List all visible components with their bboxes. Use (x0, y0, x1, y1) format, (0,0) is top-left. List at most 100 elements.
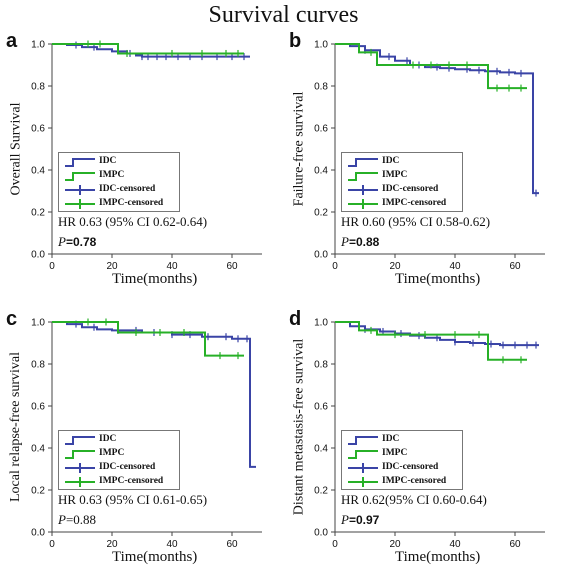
y-axis-label: Overall Survival (7, 102, 23, 196)
p-label: P (341, 234, 349, 249)
x-tick-label: 60 (226, 539, 238, 550)
legend-label: IDC (99, 434, 117, 444)
legend-swatch (65, 199, 95, 209)
legend-item: IMPC-censored (63, 197, 183, 211)
y-tick-label: 1.0 (31, 40, 45, 51)
legend-label: IMPC (382, 170, 408, 180)
legend-item: IMPC-censored (346, 197, 466, 211)
legend-item: IDC (63, 433, 183, 447)
p-value: =0.88 (65, 512, 97, 527)
p-value: =0.88 (348, 235, 380, 249)
legend-swatch (65, 463, 95, 473)
legend-swatch (65, 436, 95, 445)
x-tick-label: 40 (449, 261, 461, 272)
legend-label: IDC-censored (99, 462, 156, 472)
y-tick-label: 0.4 (314, 444, 328, 455)
legend-label: IDC-censored (382, 184, 439, 194)
legend-item: IMPC (346, 169, 466, 183)
x-tick-label: 40 (449, 539, 461, 550)
legend-label: IMPC-censored (99, 476, 164, 486)
legend-item: IMPC (63, 169, 183, 183)
x-tick-label: 20 (389, 539, 401, 550)
p-label: P (341, 512, 349, 527)
y-tick-label: 0.8 (314, 360, 328, 371)
y-tick-label: 0.8 (314, 82, 328, 93)
legend-item: IDC-censored (346, 461, 466, 475)
legend-item: IDC (346, 433, 466, 447)
p-label: P (58, 512, 66, 527)
y-tick-label: 0.0 (31, 528, 45, 539)
legend-label: IDC (382, 156, 400, 166)
p-value-text: P=0.88 (58, 512, 96, 528)
p-label: P (58, 234, 66, 249)
y-tick-label: 0.8 (31, 360, 45, 371)
y-axis-label: Local relapse-free survival (8, 351, 24, 503)
hazard-ratio-text: HR 0.62(95% CI 0.60-0.64) (341, 492, 487, 507)
plot-svg: 0.0 0.2 0.4 0.6 0.8 1.0 0 20 40 60 (314, 318, 545, 550)
legend-box: IDC IMPC IDC-censored IMPC-censored (341, 430, 463, 490)
y-tick-label: 0.2 (314, 486, 328, 497)
y-tick-label: 0.4 (31, 444, 45, 455)
y-tick-label: 1.0 (314, 318, 328, 329)
legend-swatch (348, 199, 378, 209)
legend-label: IDC-censored (99, 184, 156, 194)
legend-swatch (348, 477, 378, 487)
y-tick-label: 0.6 (31, 124, 45, 135)
legend-label: IDC (382, 434, 400, 444)
y-axis-label: Distant metastasis-free survival (290, 338, 306, 516)
series-line-idc (52, 321, 256, 468)
x-axis-label: Time(months) (395, 271, 481, 287)
x-tick-label: 60 (226, 261, 238, 272)
legend-swatch (348, 185, 378, 195)
main-title: Survival curves (208, 2, 359, 28)
legend-label: IMPC-censored (382, 198, 447, 208)
y-tick-label: 0.0 (31, 250, 45, 261)
legend-swatch (65, 158, 95, 167)
legend-swatch (348, 450, 378, 459)
x-tick-label: 60 (509, 261, 521, 272)
legend-item: IDC-censored (63, 461, 183, 475)
x-tick-label: 0 (332, 539, 338, 550)
legend-swatch (348, 172, 378, 181)
legend-item: IDC-censored (63, 183, 183, 197)
x-axis-label: Time(months) (112, 549, 198, 565)
plot-svg: 0.0 0.2 0.4 0.6 0.8 1.0 0 20 40 60 (314, 40, 545, 272)
x-axis-label: Time(months) (395, 549, 481, 565)
legend-box: IDC IMPC IDC-censored IMPC-censored (58, 430, 180, 490)
series-line-impc (52, 43, 244, 55)
legend-swatch (348, 158, 378, 167)
legend-swatch (65, 450, 95, 459)
p-value: =0.78 (65, 235, 97, 249)
legend-swatch (65, 185, 95, 195)
y-tick-label: 0.2 (314, 208, 328, 219)
legend-swatch (65, 172, 95, 181)
p-value-text: P=0.97 (341, 512, 379, 528)
legend-label: IDC-censored (382, 462, 439, 472)
legend-label: IDC (99, 156, 117, 166)
legend-box: IDC IMPC IDC-censored IMPC-censored (58, 152, 180, 212)
series-line-impc (52, 321, 244, 357)
panel-label: a (6, 30, 18, 52)
series-line-idc (52, 43, 250, 58)
survival-panel-d: d 0.0 0.2 0.4 0.6 0.8 1.0 0 20 40 60 Distant metast… (283, 308, 566, 578)
y-tick-label: 0.6 (314, 124, 328, 135)
x-tick-label: 0 (49, 539, 55, 550)
series-line-idc (335, 321, 539, 347)
p-value: =0.97 (348, 513, 380, 527)
x-tick-label: 20 (389, 261, 401, 272)
series-line-impc (335, 321, 527, 361)
legend-box: IDC IMPC IDC-censored IMPC-censored (341, 152, 463, 212)
x-tick-label: 20 (106, 539, 118, 550)
x-tick-label: 0 (49, 261, 55, 272)
legend-item: IMPC (346, 447, 466, 461)
legend-swatch (65, 477, 95, 487)
survival-panel-a: a 0.0 0.2 0.4 0.6 0.8 1.0 0 20 40 60 Overall Surviv… (0, 30, 283, 300)
p-value-text: P=0.88 (341, 234, 379, 250)
x-tick-label: 40 (166, 539, 178, 550)
y-tick-label: 0.6 (31, 402, 45, 413)
y-axis-label: Failure-free survival (290, 91, 306, 207)
series-line-idc (335, 43, 539, 195)
plot-svg: 0.0 0.2 0.4 0.6 0.8 1.0 0 20 40 60 (31, 318, 262, 550)
hazard-ratio-text: HR 0.60 (95% CI 0.58-0.62) (341, 214, 491, 229)
legend-item: IDC-censored (346, 183, 466, 197)
